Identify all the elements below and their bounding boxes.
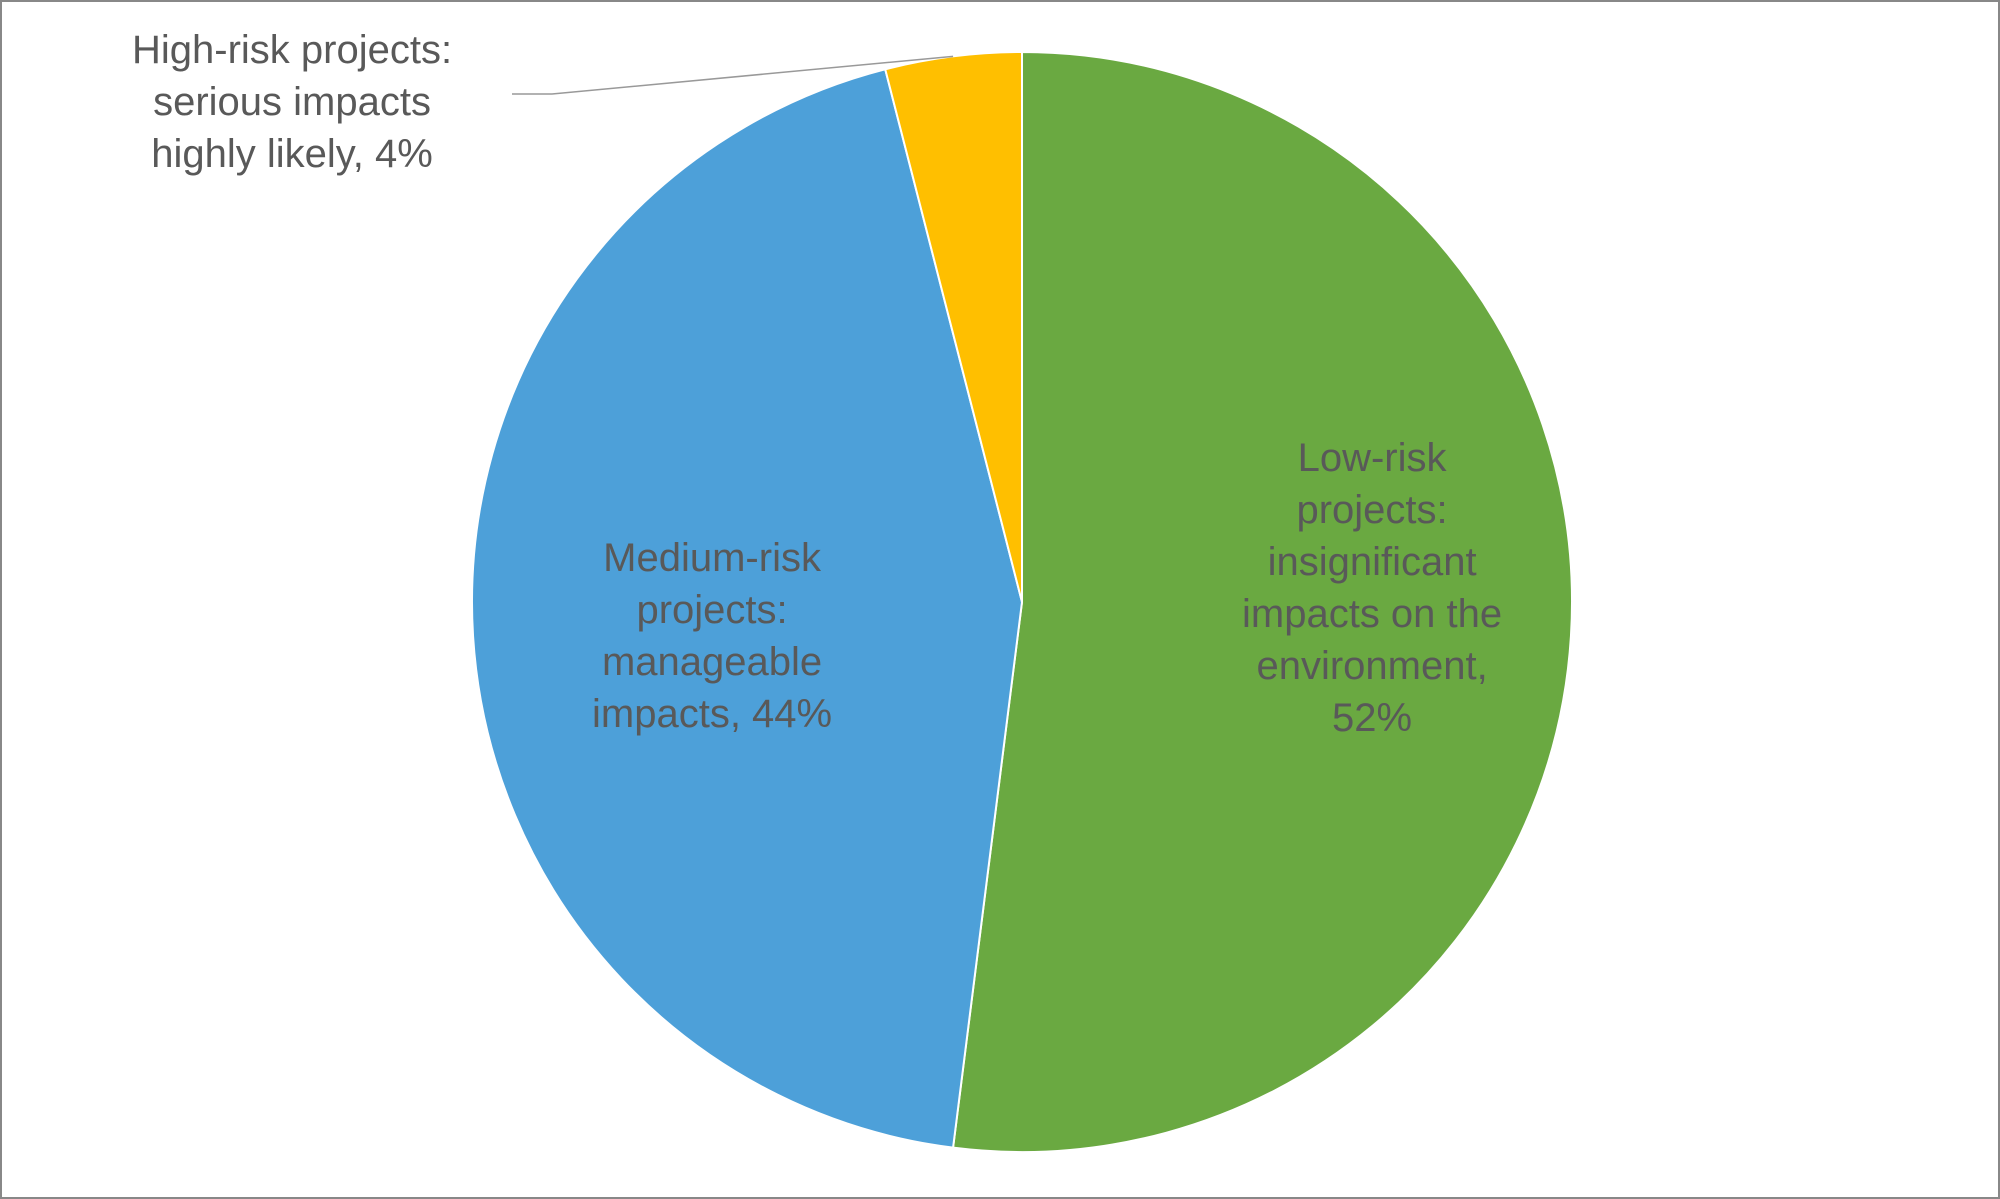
pie-chart-container: Low-risk projects: insignificant impacts… (2, 2, 1998, 1197)
slice-label-medium-risk: Medium-risk projects: manageable impacts… (592, 532, 832, 740)
slice-label-high-risk: High-risk projects: serious impacts high… (132, 24, 452, 180)
slice-label-low-risk: Low-risk projects: insignificant impacts… (1242, 432, 1502, 744)
